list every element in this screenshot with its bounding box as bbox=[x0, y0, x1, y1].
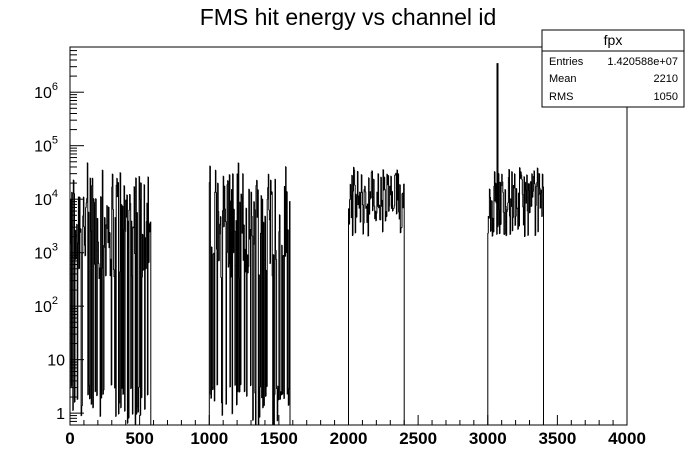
x-tick-label: 1000 bbox=[190, 429, 228, 448]
x-tick-label: 3500 bbox=[538, 429, 576, 448]
y-axis: 1 10 102 103 104 105 106 bbox=[34, 46, 84, 426]
x-tick-label: 2000 bbox=[330, 429, 368, 448]
stats-value-rms: 1050 bbox=[654, 91, 678, 103]
stats-value-entries: 1.420588e+07 bbox=[607, 56, 678, 68]
y-tick-label: 102 bbox=[34, 295, 58, 316]
stats-box-border bbox=[541, 29, 685, 108]
x-axis: 0 500 1000 1500 2000 2500 3000 3500 4000 bbox=[65, 415, 646, 448]
stats-title: fpx bbox=[604, 32, 623, 48]
x-tick-label: 0 bbox=[65, 429, 74, 448]
stats-value-mean: 2210 bbox=[654, 73, 678, 85]
y-tick-label: 103 bbox=[34, 242, 58, 263]
x-tick-label: 3000 bbox=[469, 429, 507, 448]
stats-label-entries: Entries bbox=[549, 56, 584, 68]
stats-box: fpx Entries 1.420588e+07 Mean 2210 RMS 1… bbox=[541, 29, 685, 108]
y-tick-label: 10 bbox=[47, 353, 65, 370]
x-tick-label: 500 bbox=[125, 429, 153, 448]
y-tick-label: 105 bbox=[34, 135, 58, 156]
y-tick-label: 1 bbox=[56, 406, 65, 423]
stats-label-rms: RMS bbox=[549, 91, 573, 103]
chart-title: FMS hit energy vs channel id bbox=[200, 4, 497, 30]
stats-label-mean: Mean bbox=[549, 73, 577, 85]
x-tick-label: 1500 bbox=[260, 429, 298, 448]
x-tick-label: 2500 bbox=[399, 429, 437, 448]
x-tick-label: 4000 bbox=[608, 429, 646, 448]
y-tick-label: 104 bbox=[34, 188, 58, 209]
y-tick-label: 106 bbox=[34, 81, 58, 102]
